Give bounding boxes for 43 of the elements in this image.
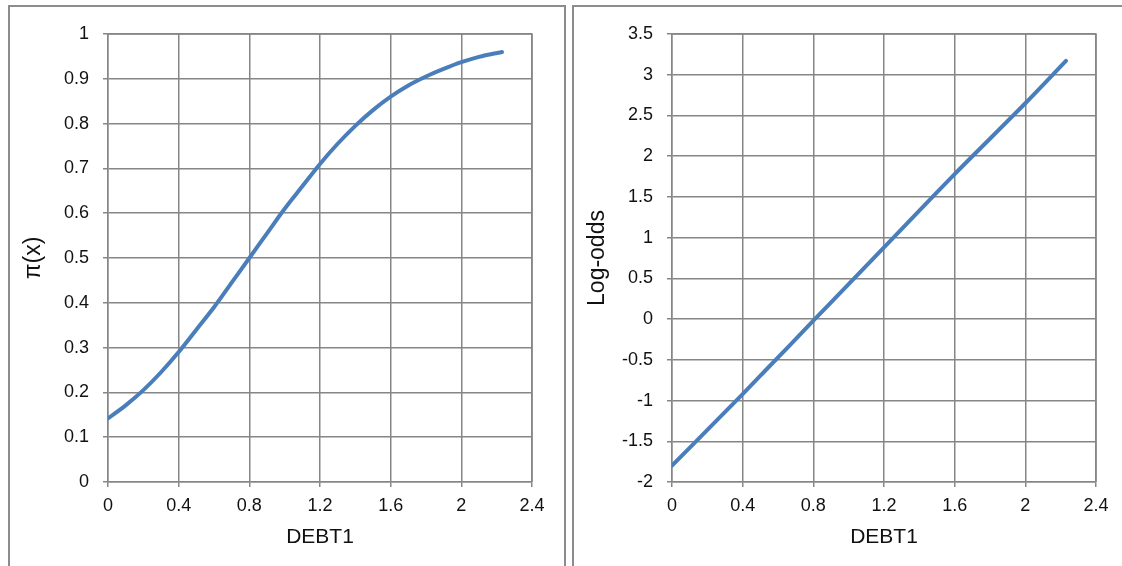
line-series: [108, 49, 504, 421]
y-tick-label: 1: [78, 22, 89, 43]
y-tick-label: 2: [642, 145, 653, 166]
y-tick-label: 1: [642, 226, 653, 247]
x-tick-label: 1.2: [871, 494, 897, 515]
x-tick-label: 0.4: [166, 494, 192, 515]
x-tick-label: 0.8: [236, 494, 262, 515]
y-axis-title: Log-odds: [583, 210, 610, 306]
y-tick-label: 0.3: [63, 336, 89, 357]
y-tick-label: 0: [642, 308, 653, 329]
y-axis-title: π(x): [19, 236, 46, 280]
y-tick-label: 3: [642, 63, 653, 84]
y-tick-label: -0.5: [621, 348, 653, 369]
line-series: [672, 58, 1068, 468]
y-tick-label: -1: [636, 389, 653, 410]
y-tick-label: -2: [636, 470, 653, 491]
y-tick-label: 0.1: [63, 426, 89, 447]
y-tick-label: 0.2: [63, 381, 89, 402]
x-tick-label: 0.8: [800, 494, 826, 515]
y-tick-label: 2.5: [627, 104, 653, 125]
y-tick-label: 0.7: [63, 157, 89, 178]
x-tick-label: 2: [1020, 494, 1031, 515]
x-tick-label: 0: [666, 494, 678, 515]
x-tick-label: 2.4: [1083, 494, 1109, 515]
y-tick-label: 0.9: [63, 67, 89, 88]
x-tick-label: 1.6: [942, 494, 968, 515]
x-tick-label: 0.4: [730, 494, 756, 515]
x-tick-label: 2.4: [519, 494, 545, 515]
y-tick-label: 3.5: [627, 22, 653, 43]
y-tick-label: -1.5: [621, 430, 653, 451]
x-tick-label: 1.2: [307, 494, 333, 515]
y-tick-label: 0: [78, 470, 89, 491]
x-axis-title: DEBT1: [850, 524, 918, 548]
y-tick-label: 0.8: [63, 112, 89, 133]
y-tick-label: 0.5: [63, 246, 89, 267]
x-tick-label: 1.6: [378, 494, 404, 515]
x-tick-label: 2: [456, 494, 467, 515]
y-tick-label: 0.5: [627, 267, 653, 288]
y-tick-label: 1.5: [627, 185, 653, 206]
y-tick-label: 0.6: [63, 202, 89, 223]
x-axis-title: DEBT1: [286, 524, 354, 548]
y-tick-label: 0.4: [63, 291, 89, 312]
x-tick-label: 0: [102, 494, 114, 515]
